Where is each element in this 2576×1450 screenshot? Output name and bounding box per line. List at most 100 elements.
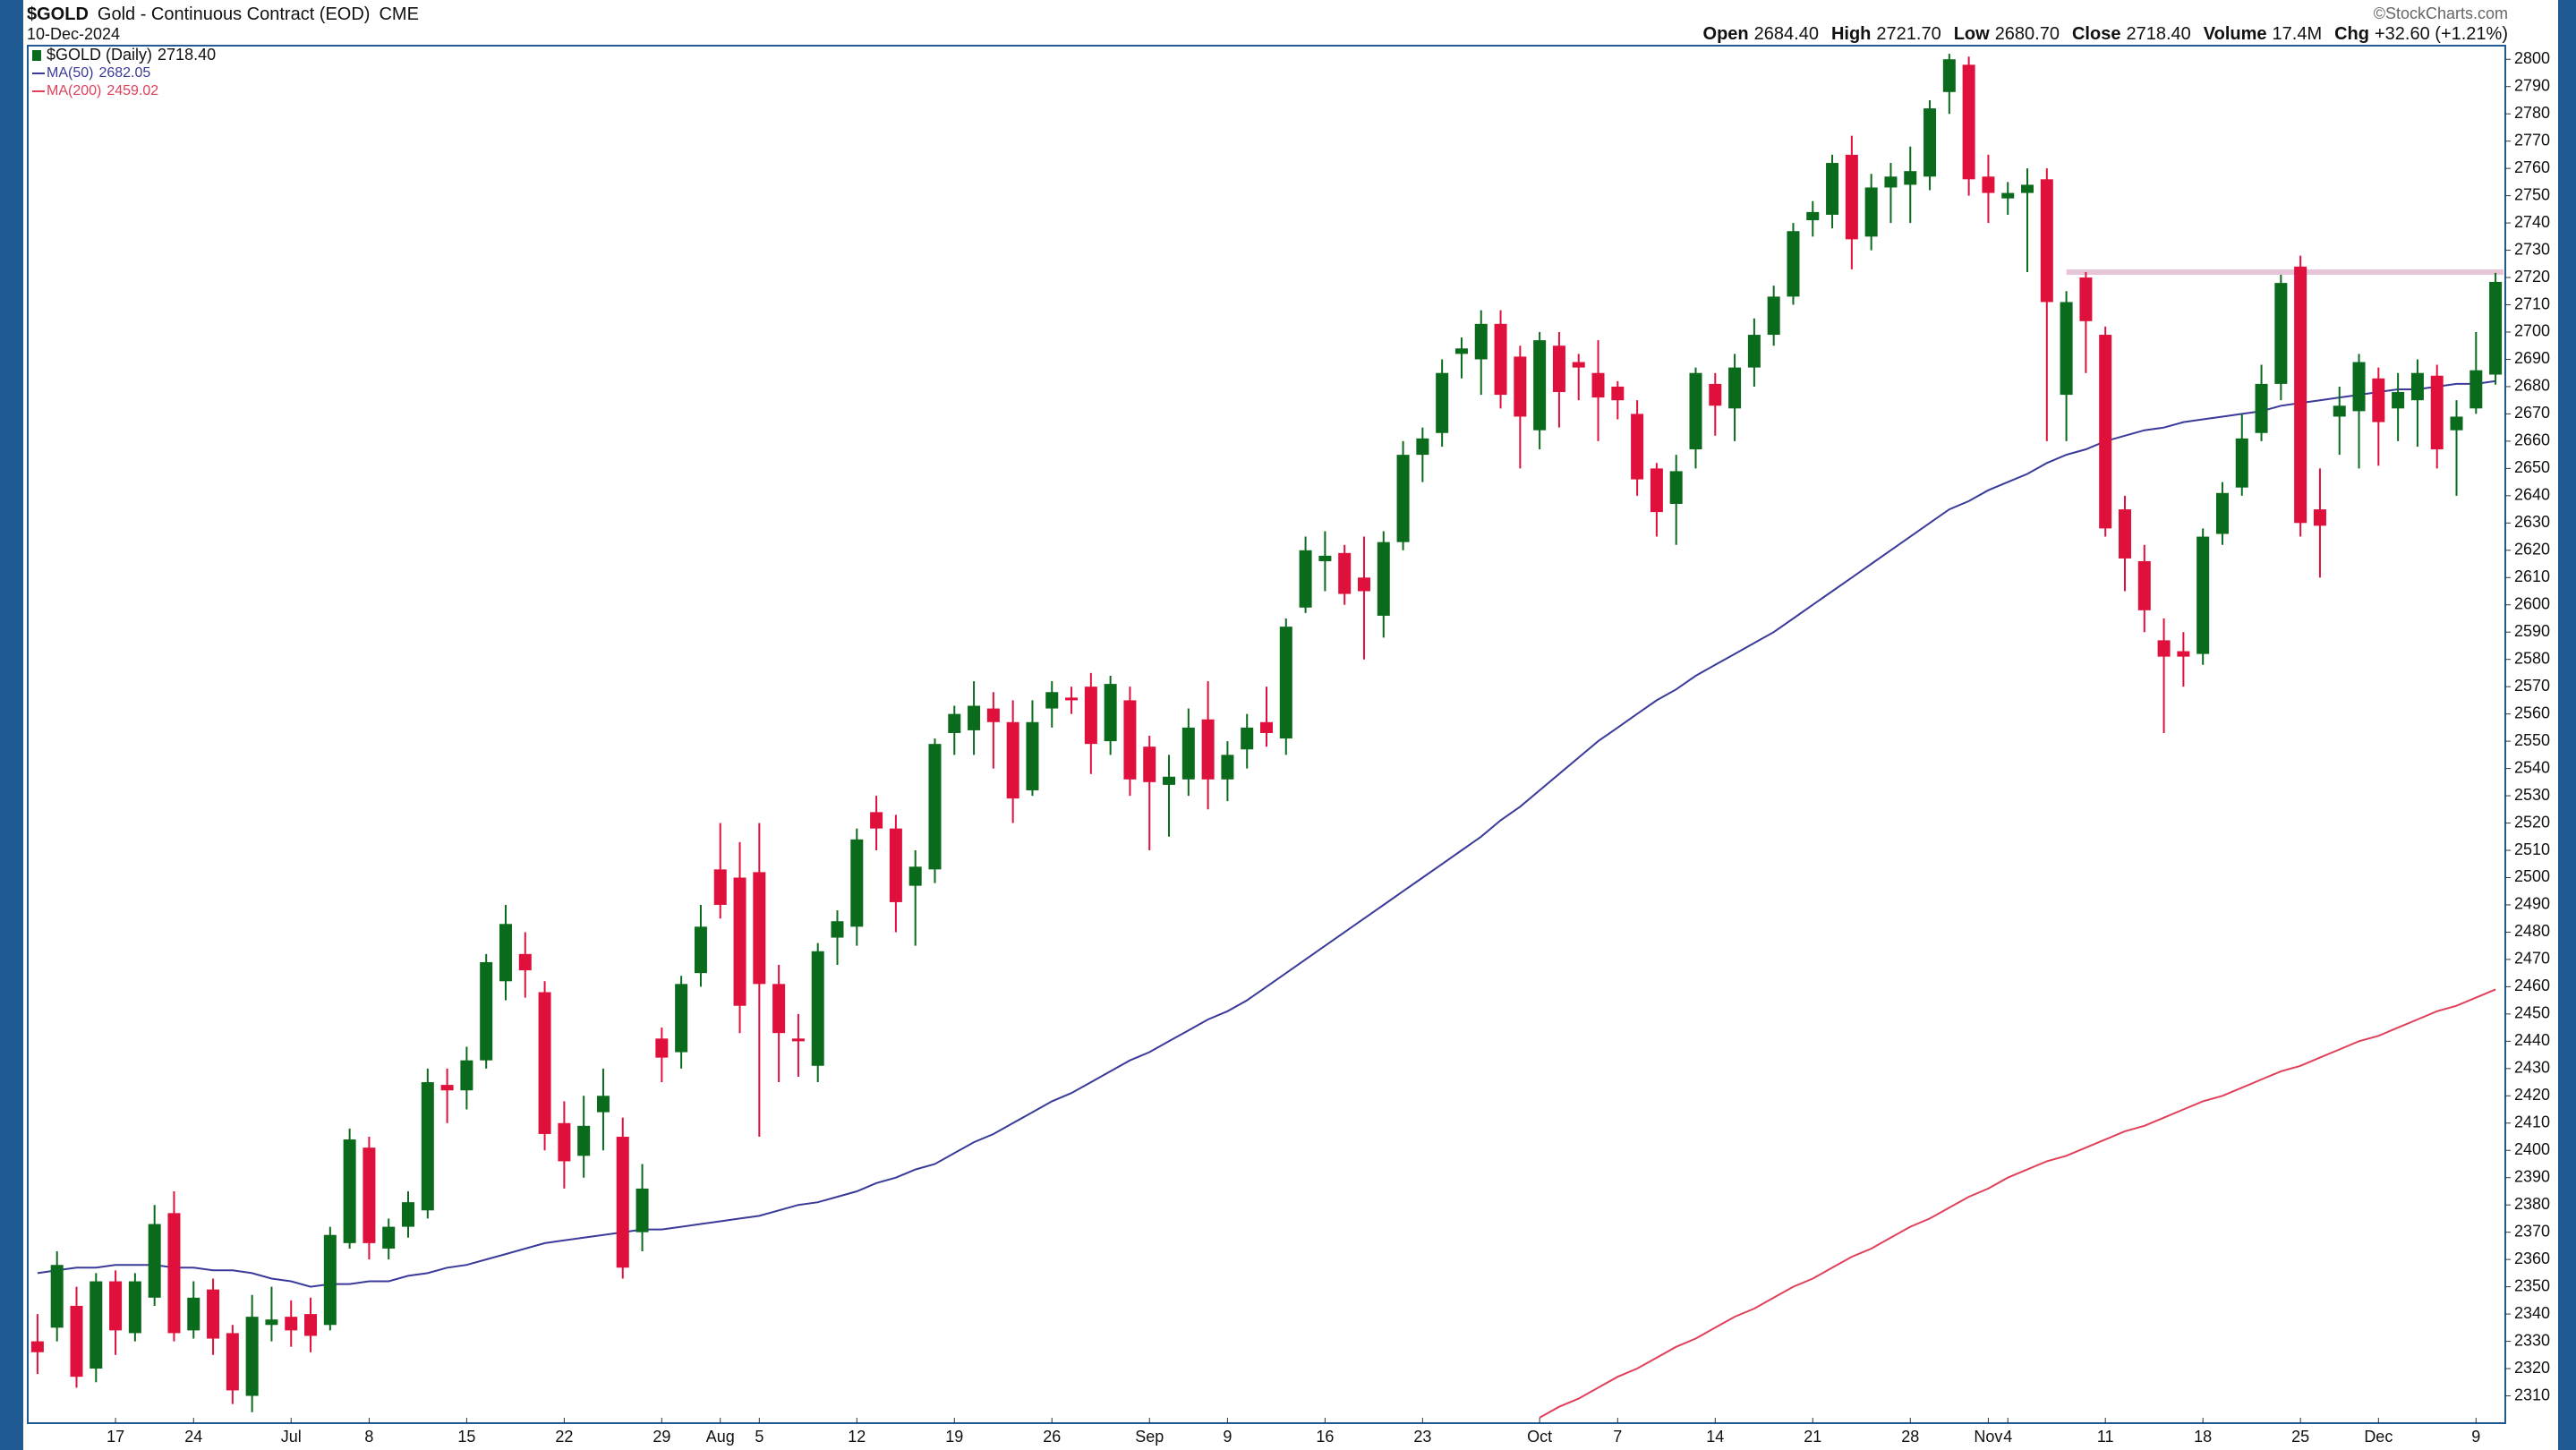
x-tick-label: 4 [2003, 1428, 2012, 1446]
candle-body [167, 1213, 181, 1334]
y-tick-label: 2580 [2514, 649, 2550, 667]
candle-body [1123, 700, 1137, 780]
candle-body [772, 984, 786, 1034]
header-value: 17.4M [2273, 24, 2323, 44]
x-tick-label: 25 [2291, 1428, 2309, 1446]
candle-body [1299, 550, 1312, 608]
candle-body [1377, 542, 1390, 616]
candle-body [109, 1281, 123, 1331]
candle-body [343, 1139, 356, 1243]
candle-body [1104, 684, 1117, 742]
y-tick-label: 2610 [2514, 567, 2550, 585]
y-tick-label: 2380 [2514, 1195, 2550, 1213]
candle-body [1514, 356, 1527, 417]
y-tick-label: 2410 [2514, 1113, 2550, 1131]
y-tick-label: 2770 [2514, 131, 2550, 149]
x-tick-label: Aug [706, 1428, 735, 1446]
y-tick-label: 2520 [2514, 813, 2550, 831]
legend-name: $GOLD (Daily) [47, 46, 152, 64]
x-tick-label: 14 [1706, 1428, 1724, 1446]
y-tick-label: 2390 [2514, 1167, 2550, 1185]
candle-body [1454, 348, 1468, 354]
ohlc-header: Open 2684.40 High 2721.70 Low 2680.70 Close 271… [1703, 24, 2508, 44]
candle-body [1396, 455, 1410, 542]
candle-body [226, 1333, 239, 1391]
candle-body [791, 1038, 805, 1042]
legend-entry: $GOLD (Daily) 2718.40 [47, 46, 216, 64]
candle-body [694, 926, 707, 974]
y-tick-label: 2740 [2514, 213, 2550, 231]
y-tick-label: 2540 [2514, 758, 2550, 776]
y-tick-label: 2530 [2514, 786, 2550, 804]
candle-body [2177, 651, 2190, 657]
candle-body [1006, 721, 1019, 799]
y-tick-label: 2500 [2514, 867, 2550, 885]
candle-body [577, 1125, 591, 1156]
y-tick-label: 2640 [2514, 486, 2550, 504]
candle-body [908, 866, 922, 886]
candle-body [265, 1319, 278, 1326]
candle-body [1416, 438, 1429, 456]
candle-body [148, 1224, 161, 1298]
legend-value: 2718.40 [158, 46, 216, 64]
y-tick-label: 2310 [2514, 1386, 2550, 1403]
candle-body [460, 1060, 473, 1091]
candle-body [363, 1147, 376, 1243]
candle-body [1826, 163, 1839, 215]
candle-body [382, 1226, 396, 1249]
x-tick-label: Oct [1527, 1428, 1552, 1446]
legend-value: 2459.02 [107, 83, 158, 98]
x-tick-label: 5 [755, 1428, 763, 1446]
candle-body [70, 1305, 83, 1378]
candle-body [616, 1137, 629, 1268]
candle-body [30, 1341, 44, 1352]
legend-entry: MA(200) 2459.02 [47, 83, 158, 98]
candle-body [889, 828, 902, 902]
y-tick-label: 2560 [2514, 704, 2550, 721]
candle-body [2489, 281, 2503, 375]
header-value: 2718.40 [2126, 24, 2190, 44]
candle-body [1318, 555, 1332, 561]
x-tick-label: Dec [2364, 1428, 2393, 1446]
candle-body [538, 992, 551, 1134]
y-tick-label: 2420 [2514, 1086, 2550, 1104]
candle-body [2255, 383, 2268, 433]
candle-body [1045, 692, 1059, 709]
candle-body [596, 1096, 610, 1113]
y-tick-label: 2460 [2514, 977, 2550, 994]
candle-body [1923, 108, 1937, 177]
candle-body [245, 1317, 259, 1396]
candle-body [187, 1297, 200, 1331]
candle-body [1260, 721, 1273, 733]
y-tick-label: 2400 [2514, 1140, 2550, 1158]
candle-body [811, 951, 824, 1066]
y-tick-label: 2570 [2514, 677, 2550, 695]
y-tick-label: 2730 [2514, 240, 2550, 258]
candle-body [1962, 64, 1975, 180]
candle-body [1728, 367, 1742, 409]
candle-body [1611, 386, 1625, 401]
header-value: 2684.40 [1754, 24, 1819, 44]
x-tick-label: 28 [1901, 1428, 1919, 1446]
y-tick-label: 2480 [2514, 922, 2550, 940]
header-value: 2680.70 [1995, 24, 2060, 44]
candle-body [421, 1082, 434, 1211]
candle-body [713, 869, 727, 905]
x-tick-label: 16 [1316, 1428, 1334, 1446]
candle-body [1181, 727, 1195, 780]
candle-body [1747, 335, 1761, 368]
y-tick-label: 2350 [2514, 1276, 2550, 1294]
candle-body [2021, 184, 2034, 193]
candle-body [1631, 414, 1644, 480]
x-tick-label: 7 [1613, 1428, 1622, 1446]
x-tick-label: 23 [1413, 1428, 1431, 1446]
candle-body [1163, 776, 1176, 785]
candle-body [1591, 372, 1605, 398]
candle-body [1767, 296, 1780, 336]
candle-body [675, 984, 688, 1053]
candle-body [968, 705, 981, 730]
x-tick-label: 15 [457, 1428, 475, 1446]
x-tick-label: 17 [107, 1428, 124, 1446]
date: 10-Dec-2024 [27, 25, 120, 43]
